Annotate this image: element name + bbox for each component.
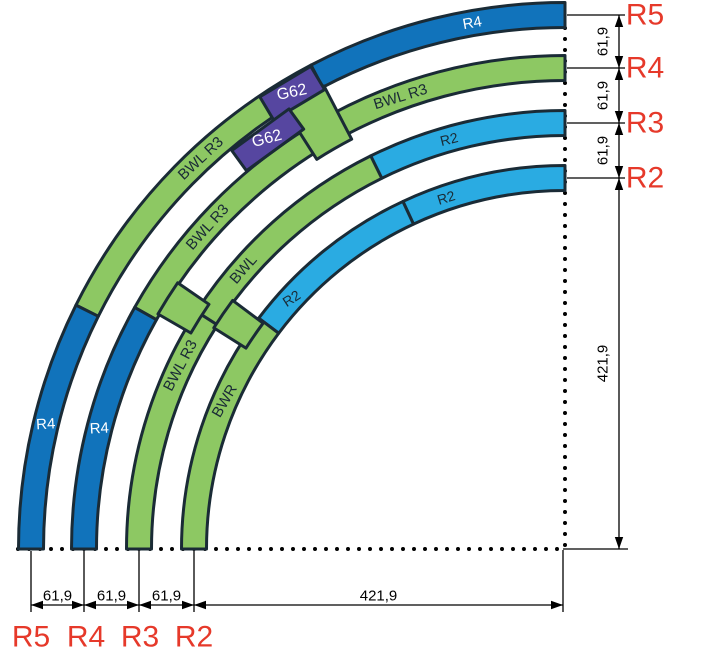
dimension-arrow bbox=[614, 15, 624, 27]
dimension-arrow bbox=[182, 600, 194, 610]
radius-label-bottom: R2 bbox=[175, 621, 213, 654]
track-label: R4 bbox=[461, 13, 483, 33]
turnout-branch-tab bbox=[212, 298, 265, 350]
dimension-arrow bbox=[614, 123, 624, 135]
dimension-arrow bbox=[614, 178, 624, 190]
radius-label-bottom: R5 bbox=[12, 621, 50, 654]
dimension-value: 421,9 bbox=[360, 588, 398, 605]
dimension-arrow bbox=[614, 56, 624, 68]
track-label: R2 bbox=[435, 187, 457, 208]
dimension-arrow bbox=[614, 537, 624, 549]
track-segment-green bbox=[180, 316, 281, 551]
dimension-arrow bbox=[31, 600, 43, 610]
dimension-arrow bbox=[84, 600, 96, 610]
dimension-arrow bbox=[194, 600, 206, 610]
dimension-value: 61,9 bbox=[595, 136, 612, 165]
dimension-arrow bbox=[551, 600, 563, 610]
dimension-arrow bbox=[614, 166, 624, 178]
dimension-arrow bbox=[127, 600, 139, 610]
radius-label-right: R4 bbox=[626, 52, 664, 85]
track-label: R4 bbox=[89, 420, 109, 438]
dimension-arrow bbox=[139, 600, 151, 610]
radius-label-bottom: R3 bbox=[121, 621, 159, 654]
dimension-value: 61,9 bbox=[595, 81, 612, 110]
dimension-value: 61,9 bbox=[152, 588, 181, 605]
dimension-value: 61,9 bbox=[595, 27, 612, 56]
g62-label: G62 bbox=[275, 81, 308, 104]
track-segment-dark_blue bbox=[70, 305, 158, 551]
dimension-arrow bbox=[614, 111, 624, 123]
dimension-value: 421,9 bbox=[595, 345, 612, 383]
radius-label-bottom: R4 bbox=[67, 621, 105, 654]
radius-label-right: R5 bbox=[626, 0, 664, 32]
radius-label-right: R2 bbox=[626, 162, 664, 195]
track-segment-light_blue bbox=[401, 164, 567, 226]
dimension-value: 61,9 bbox=[97, 588, 126, 605]
dimension-value: 61,9 bbox=[43, 588, 72, 605]
track-label: R2 bbox=[438, 129, 459, 149]
track-r4-line bbox=[70, 54, 567, 551]
turnout-branch-tab bbox=[156, 281, 211, 335]
g62-straight-piece bbox=[230, 107, 306, 173]
radius-label-right: R3 bbox=[626, 107, 664, 140]
track-label: R4 bbox=[36, 415, 56, 433]
dimension-arrow bbox=[72, 600, 84, 610]
track-r2-line bbox=[180, 164, 567, 551]
dimension-arrow bbox=[614, 68, 624, 80]
track-r3-line bbox=[125, 109, 567, 551]
track-segment-dark_blue bbox=[17, 303, 100, 551]
track-segment-green bbox=[125, 309, 219, 551]
